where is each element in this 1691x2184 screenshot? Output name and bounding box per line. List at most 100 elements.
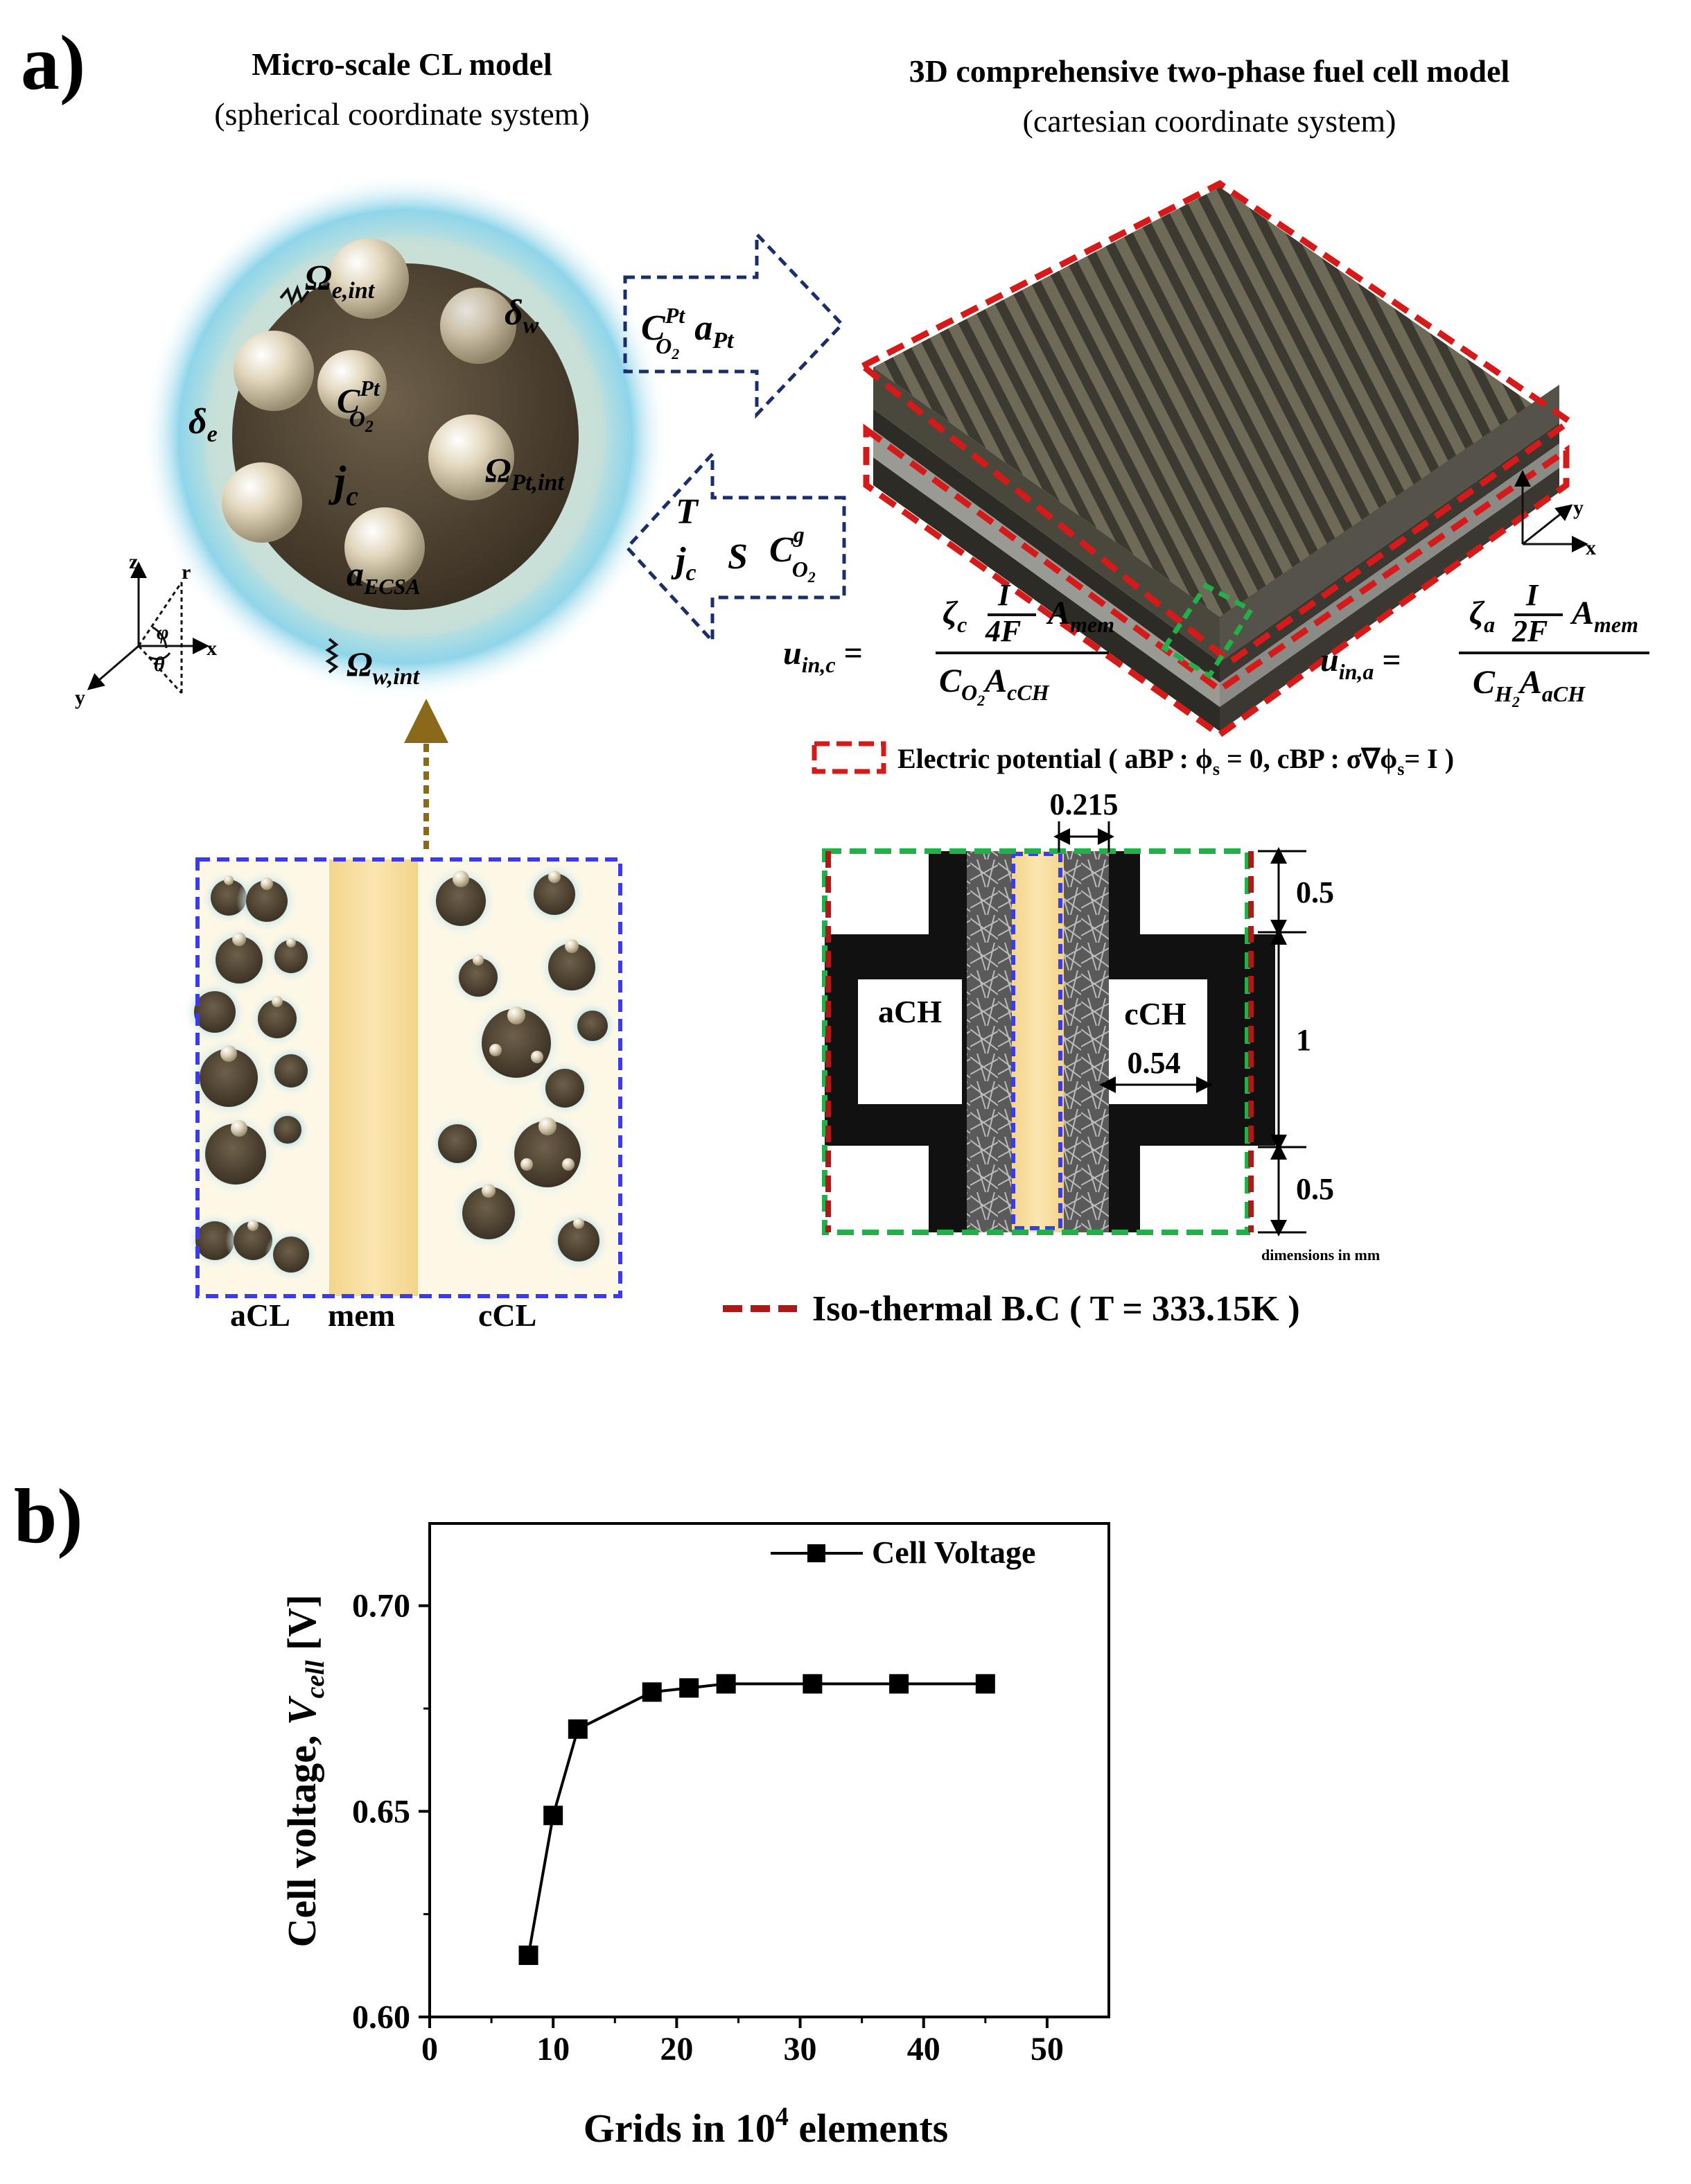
svg-text:0.215: 0.215 xyxy=(1050,787,1119,821)
data-point xyxy=(803,1674,823,1694)
cl-labels: aCL mem cCL xyxy=(230,1298,536,1333)
svg-text:Amem: Amem xyxy=(1570,595,1638,637)
svg-text:r: r xyxy=(182,561,191,584)
agglomerate-particle xyxy=(142,173,669,700)
data-point xyxy=(716,1674,736,1694)
svg-text:4F: 4F xyxy=(985,614,1021,648)
pt-sphere xyxy=(344,507,425,588)
svg-text:δw: δw xyxy=(505,293,539,338)
svg-text:θ: θ xyxy=(154,653,165,676)
svg-text:ζa: ζa xyxy=(1469,595,1495,637)
chart-legend: Cell Voltage xyxy=(771,1535,1035,1570)
svg-text:CO2AcCH: CO2AcCH xyxy=(939,663,1050,709)
svg-text:Ωw,int: Ωw,int xyxy=(347,645,421,690)
electric-potential-legend: Electric potential ( aBP : ϕs = 0, cBP :… xyxy=(897,743,1454,779)
svg-text:1: 1 xyxy=(1296,1023,1311,1057)
svg-text:x: x xyxy=(207,637,217,660)
pt-sphere xyxy=(428,414,514,500)
x-tick-label: 20 xyxy=(660,2031,693,2068)
catalyst-layer-zoom xyxy=(184,857,622,1298)
x-tick-label: 0 xyxy=(421,2031,438,2068)
panel-b-label: b) xyxy=(14,1474,83,1560)
left-title: Micro-scale CL model xyxy=(252,46,552,82)
x-axis-label: Grids in 104 elements xyxy=(584,2102,948,2151)
dimension-labels: 0.215 0.54 0.5 1 0.5 aCH cCH dimensions … xyxy=(878,787,1380,1264)
svg-text:2F: 2F xyxy=(1512,614,1548,648)
svg-text:φ: φ xyxy=(157,621,169,644)
isothermal-legend: Iso-thermal B.C ( T = 333.15K ) xyxy=(812,1289,1300,1329)
cartesian-axes xyxy=(1514,470,1588,552)
y-tick-label: 0.60 xyxy=(352,1999,410,2036)
electric-potential-legend-swatch xyxy=(812,741,886,774)
panel-a-label: a) xyxy=(21,20,85,106)
svg-text:0.5: 0.5 xyxy=(1296,1172,1334,1206)
coupling-arrow-right xyxy=(623,229,845,419)
axis-y-label: y xyxy=(1573,496,1584,519)
coupling-arrow-left xyxy=(624,449,846,646)
svg-text:cCH: cCH xyxy=(1124,996,1186,1031)
x-tick-label: 10 xyxy=(536,2031,570,2068)
svg-text:aCH: aCH xyxy=(878,994,942,1029)
svg-text:aCL: aCL xyxy=(230,1298,290,1333)
data-point xyxy=(889,1674,909,1694)
svg-text:y: y xyxy=(75,686,85,709)
svg-text:CH2AaCH: CH2AaCH xyxy=(1473,664,1586,710)
right-title: 3D comprehensive two-phase fuel cell mod… xyxy=(909,53,1510,89)
svg-text:jc: jc xyxy=(671,541,696,586)
pt-sphere xyxy=(234,331,314,411)
svg-text:I: I xyxy=(1525,578,1539,612)
arrow-left-label: T jc S Cg O2 xyxy=(671,492,816,586)
pt-sphere xyxy=(317,350,387,419)
equation-cathode: uin,c = ζc I 4F Amem CO2AcCH xyxy=(783,578,1114,709)
svg-text:Amem: Amem xyxy=(1046,595,1114,637)
svg-text:0.54: 0.54 xyxy=(1128,1046,1181,1080)
svg-text:0.5: 0.5 xyxy=(1296,875,1334,909)
svg-text:uin,a =: uin,a = xyxy=(1320,642,1401,684)
axis-x-label: x xyxy=(1586,536,1596,559)
data-point xyxy=(975,1674,995,1694)
equation-anode: uin,a = ζa I 2F Amem CH2AaCH xyxy=(1320,578,1649,710)
arrow-right-label: CPt O2aPt xyxy=(641,303,735,362)
svg-text:ζc: ζc xyxy=(943,595,967,637)
data-point xyxy=(642,1682,662,1702)
svg-text:ΩPt,int: ΩPt,int xyxy=(485,451,565,496)
svg-text:dimensions in mm: dimensions in mm xyxy=(1261,1246,1380,1264)
spherical-axes xyxy=(87,561,209,694)
y-axis-label: Cell voltage, Vcell [V] xyxy=(279,1594,330,1947)
y-tick-label: 0.65 xyxy=(352,1793,410,1830)
data-point xyxy=(518,1946,538,1965)
cross-section xyxy=(822,848,1275,1235)
spherical-axes-labels: z r x y φ θ xyxy=(75,550,217,709)
dimension-lines xyxy=(1053,821,1306,1237)
x-tick-label: 40 xyxy=(907,2031,940,2068)
svg-text:S: S xyxy=(728,537,748,577)
left-subtitle: (spherical coordinate system) xyxy=(214,96,590,132)
svg-text:δe: δe xyxy=(189,402,218,447)
pt-sphere xyxy=(222,462,302,543)
pt-sphere xyxy=(440,288,516,364)
pt-sphere xyxy=(328,238,409,319)
data-point xyxy=(568,1719,588,1739)
data-point xyxy=(679,1678,699,1698)
svg-text:uin,c =: uin,c = xyxy=(783,635,863,677)
x-tick-label: 50 xyxy=(1031,2031,1064,2068)
svg-text:Ωe,int: Ωe,int xyxy=(305,259,376,304)
particle-labels: Ωe,int δw δe CPt O2 ΩPt,int jc aECSA Ωw,i… xyxy=(189,259,565,690)
right-subtitle: (cartesian coordinate system) xyxy=(1023,103,1396,139)
fuel-cell-stack-3d xyxy=(857,180,1575,739)
x-tick-label: 30 xyxy=(784,2031,817,2068)
legend-label: Cell Voltage xyxy=(872,1535,1035,1570)
svg-text:T: T xyxy=(676,492,699,532)
svg-text:aECSA: aECSA xyxy=(347,554,421,599)
svg-text:cCL: cCL xyxy=(478,1298,536,1333)
data-point xyxy=(543,1806,563,1826)
svg-text:mem: mem xyxy=(328,1298,395,1333)
svg-text:I: I xyxy=(997,578,1011,612)
voltage-chart: 0 10 20 30 40 50 0.60 0.65 0.70 Cell Voltage Ce… xyxy=(279,1522,1110,2151)
y-tick-label: 0.70 xyxy=(352,1588,410,1625)
series-line-cell-voltage xyxy=(527,1682,985,1956)
